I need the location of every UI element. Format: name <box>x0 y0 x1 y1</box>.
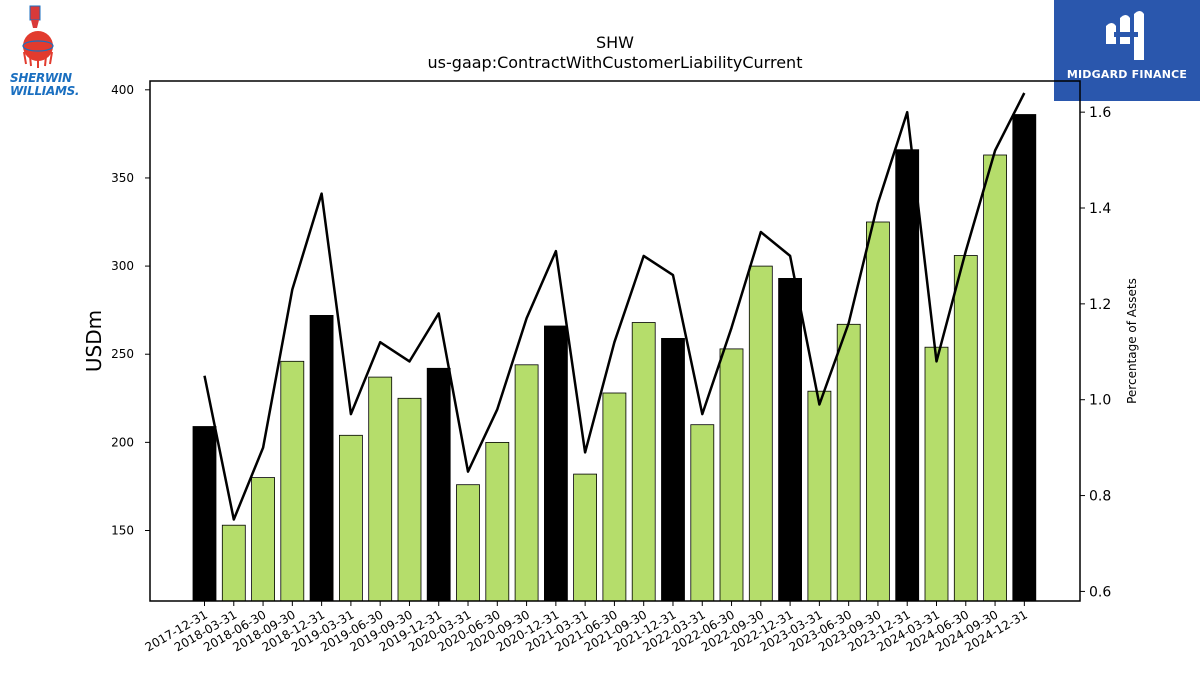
bar-2019-12-31 <box>426 367 451 602</box>
bar-2024-09-30 <box>983 154 1007 602</box>
logo-text: MIDGARD FINANCE <box>1066 68 1188 81</box>
chart-subtitle: us-gaap:ContractWithCustomerLiabilityCur… <box>428 53 803 72</box>
bar-series <box>192 114 1037 602</box>
paint-globe-icon <box>22 5 54 68</box>
y2-tick-label: 1.4 <box>1089 201 1111 217</box>
bar-2020-03-31 <box>456 484 480 602</box>
bar-2024-06-30 <box>953 255 978 602</box>
logo-text-line2: WILLIAMS. <box>10 84 80 98</box>
y2-tick-label: 1.0 <box>1089 393 1111 409</box>
y2-tick-label: 0.6 <box>1089 584 1111 600</box>
bar-2022-03-31 <box>690 424 715 602</box>
y-tick-label: 200 <box>111 435 134 449</box>
bar-2017-12-31 <box>192 426 217 602</box>
bar-2022-06-30 <box>719 348 744 602</box>
y-tick-label: 250 <box>111 347 134 361</box>
y2-tick-label: 1.6 <box>1089 105 1111 121</box>
y-axis-label: USDm <box>82 310 106 372</box>
bar-2020-09-30 <box>514 364 539 602</box>
y2-tick-label: 0.8 <box>1089 489 1111 505</box>
logo-text-line1: SHERWIN <box>10 71 72 85</box>
bar-2018-03-31 <box>221 524 246 602</box>
bar-2021-09-30 <box>631 322 656 602</box>
bar-2024-12-31 <box>1012 114 1037 602</box>
y-tick-label: 300 <box>111 259 134 273</box>
bar-2022-12-31 <box>778 277 802 602</box>
chart-title: SHW <box>596 33 634 52</box>
bar-2024-03-31 <box>924 346 949 602</box>
bar-2018-06-30 <box>251 477 276 602</box>
bar-2023-06-30 <box>836 323 861 602</box>
sherwin-williams-logo: SHERWIN WILLIAMS. <box>4 4 80 100</box>
bar-2020-12-31 <box>544 325 568 602</box>
y-tick-label: 350 <box>111 171 134 185</box>
bar-2019-09-30 <box>397 397 422 602</box>
y-axis-right: 0.6 0.8 1.0 1.2 1.4 1.6 <box>1080 105 1111 600</box>
midgard-emblem-icon <box>1106 11 1144 60</box>
bar-2023-12-31 <box>895 149 920 602</box>
y2-axis-label: Percentage of Assets <box>1125 278 1139 404</box>
bar-2021-06-30 <box>602 392 627 602</box>
bar-2023-09-30 <box>866 221 890 602</box>
bar-2021-12-31 <box>661 337 685 602</box>
y-axis-left: 150 200 250 300 350 400 <box>111 83 150 537</box>
y2-tick-label: 1.2 <box>1089 297 1111 313</box>
percentage-line <box>203 92 1026 521</box>
bar-2022-09-30 <box>748 265 773 602</box>
midgard-finance-logo: MIDGARD FINANCE <box>1054 0 1200 101</box>
y-tick-label: 400 <box>111 83 134 97</box>
plot-frame <box>149 80 1081 602</box>
bar-2019-03-31 <box>338 434 363 602</box>
x-axis: 2017-12-312018-03-312018-06-302018-09-30… <box>143 601 1030 654</box>
bar-2019-06-30 <box>368 376 393 602</box>
y-tick-label: 150 <box>111 523 134 537</box>
bar-2021-03-31 <box>573 473 597 602</box>
bar-2018-12-31 <box>309 314 334 602</box>
bar-2023-03-31 <box>807 390 832 602</box>
bar-2018-09-30 <box>280 360 305 602</box>
bar-2020-06-30 <box>485 441 510 602</box>
